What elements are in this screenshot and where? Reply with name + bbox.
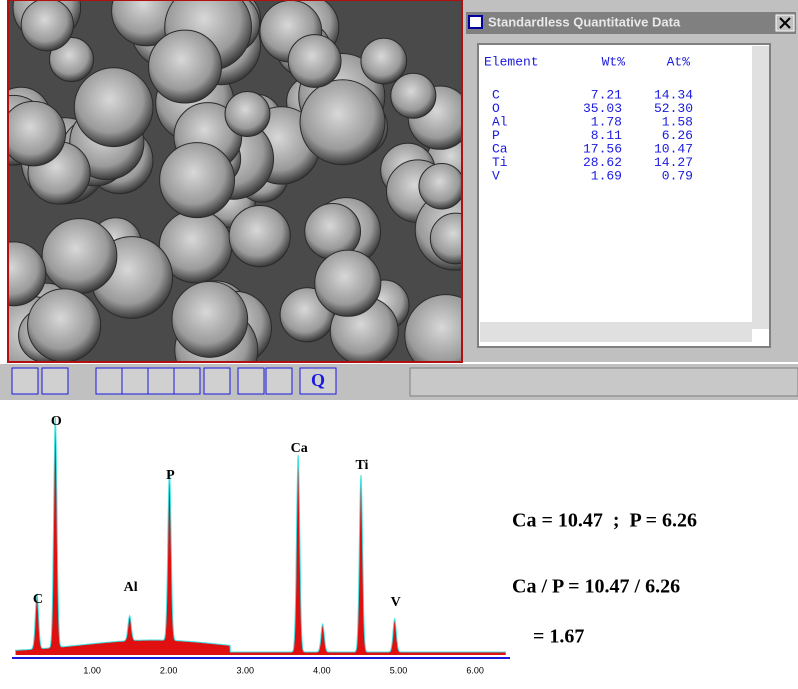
tool-button[interactable] [12, 368, 38, 394]
tool-button[interactable] [96, 368, 122, 394]
particle [21, 0, 73, 51]
particle [225, 92, 270, 137]
particle [172, 282, 248, 358]
table-cell: 1.69 [591, 168, 622, 183]
x-tick-label: 1.00 [83, 665, 101, 675]
button-label: Q [311, 370, 325, 390]
peak-label: O [51, 414, 62, 429]
peak-label: Ca [291, 441, 308, 456]
peak-label: Ti [355, 458, 368, 473]
list-box [478, 44, 770, 347]
particle [149, 30, 222, 103]
x-tick-label: 5.00 [390, 665, 408, 675]
table-header: Element [484, 54, 539, 69]
annotation: = 1.67 [533, 626, 584, 648]
screen: Standardless Quantitative Data Element Wt… [0, 0, 798, 684]
peak-label: Al [124, 580, 138, 595]
status-field [410, 368, 798, 396]
x-tick-label: 4.00 [313, 665, 331, 675]
particle [300, 80, 385, 165]
table-header: At% [667, 54, 691, 69]
particle [74, 68, 153, 147]
particle [288, 35, 341, 88]
particle [160, 143, 235, 218]
table-header: Wt% [602, 54, 626, 69]
table-cell: 0.79 [662, 168, 693, 183]
annotation: Ca = 10.47 ; P = 6.26 [512, 510, 697, 532]
peak-label: V [391, 595, 401, 610]
tool-button[interactable] [174, 368, 200, 394]
page: Standardless Quantitative Data Element Wt… [0, 0, 798, 684]
window-title: Standardless Quantitative Data [488, 14, 681, 29]
x-tick-label: 3.00 [237, 665, 255, 675]
x-tick-label: 6.00 [466, 665, 484, 675]
h-scrollbar[interactable] [480, 322, 752, 342]
annotations: Ca = 10.47 ; P = 6.26 Ca / P = 10.47 / 6.… [512, 510, 697, 648]
spectrum: 1.00 2.00 3.00 4.00 5.00 6.00 C O Al P Ca Ti V [12, 414, 510, 675]
particle [42, 219, 117, 294]
tool-button[interactable] [238, 368, 264, 394]
x-tick-label: 2.00 [160, 665, 178, 675]
table-cell: V [492, 168, 500, 183]
tool-button[interactable] [266, 368, 292, 394]
v-scrollbar[interactable] [752, 46, 769, 329]
window-icon [469, 16, 482, 28]
particle [229, 206, 290, 267]
toolbar-buttons: Q [12, 368, 336, 394]
particle [28, 289, 101, 362]
particle [361, 38, 407, 84]
annotation: Ca / P = 10.47 / 6.26 [512, 576, 680, 598]
particle [315, 250, 381, 316]
spectrum-fill [16, 417, 506, 655]
tool-button[interactable] [148, 368, 174, 394]
tool-button[interactable] [42, 368, 68, 394]
peak-label: P [166, 468, 175, 483]
particle [391, 73, 436, 118]
tool-button[interactable] [204, 368, 230, 394]
tool-button[interactable] [122, 368, 148, 394]
spectrum-outline [16, 417, 506, 655]
peak-label: C [33, 592, 43, 607]
particle [1, 101, 66, 166]
particle [419, 163, 465, 209]
